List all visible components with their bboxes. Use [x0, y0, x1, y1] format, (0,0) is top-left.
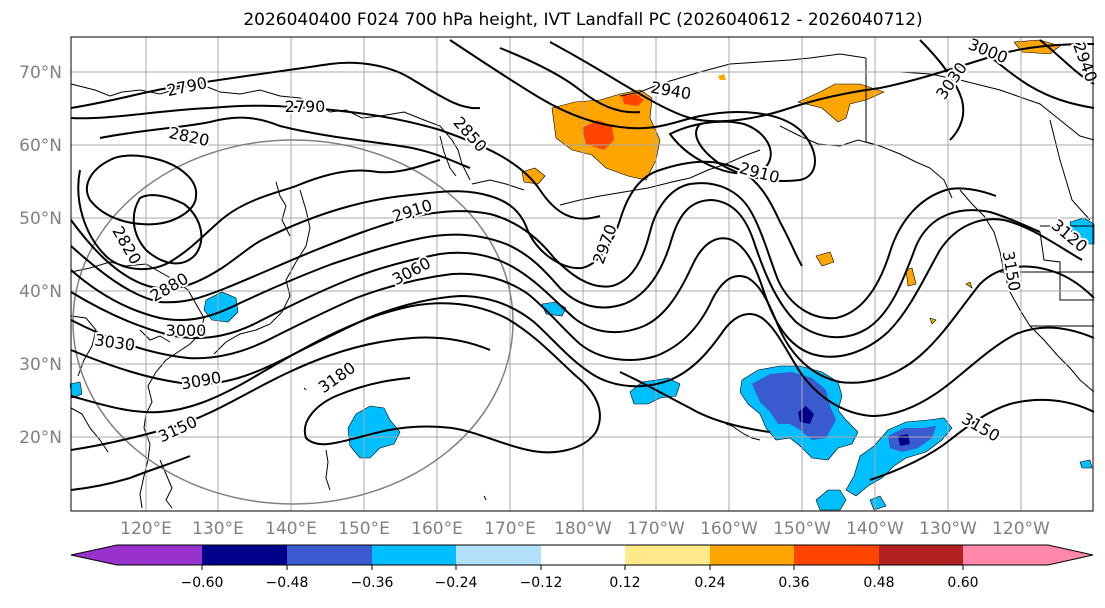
lat-labels: 70°N 60°N 50°N 40°N 30°N 20°N [19, 63, 62, 448]
lon-label: 150°W [773, 519, 831, 539]
lon-label: 130°E [192, 519, 244, 539]
gridlines [71, 37, 1093, 511]
colorbar-segment [625, 545, 710, 565]
lat-label: 40°N [19, 282, 62, 302]
colorbar: −0.60 −0.48 −0.36 −0.24 −0.12 0.12 0.24 … [70, 544, 1094, 591]
colorbar-segment [202, 545, 287, 565]
lat-label: 20°N [19, 428, 62, 448]
colorbar-segment [794, 545, 879, 565]
contour-label: 3000 [166, 321, 207, 340]
negative-anomaly-area [869, 495, 887, 511]
lon-label: 170°W [627, 519, 685, 539]
colorbar-tick-label: −0.12 [520, 575, 563, 591]
colorbar-tick-label: 0.24 [694, 575, 725, 591]
colorbar-segment [117, 545, 202, 565]
negative-anomaly-area [815, 489, 847, 511]
positive-anomaly-area [718, 74, 726, 80]
colorbar-tick-label: 0.48 [863, 575, 894, 591]
colorbar-segment [1048, 545, 1093, 565]
lon-label: 170°E [484, 519, 536, 539]
colorbar-tick-label: −0.48 [266, 575, 309, 591]
lon-label: 120°W [992, 519, 1050, 539]
lon-label: 140°E [265, 519, 317, 539]
figure-title: 2026040400 F024 700 hPa height, IVT Land… [243, 10, 922, 30]
colorbar-segment [963, 545, 1048, 565]
negative-anomaly-area [347, 405, 401, 459]
positive-anomaly-area [521, 167, 546, 185]
colorbar-ticks [201, 565, 964, 570]
negative-anomaly-peak [898, 434, 910, 446]
positive-anomaly-area [905, 267, 917, 287]
lon-label: 140°W [846, 519, 904, 539]
lat-label: 30°N [19, 355, 62, 375]
contour-label: 2790 [285, 97, 326, 116]
colorbar-segment [541, 545, 625, 565]
positive-anomaly-core [622, 94, 644, 106]
lat-label: 50°N [19, 209, 62, 229]
lon-label: 120°E [120, 519, 172, 539]
colorbar-segment [287, 545, 372, 565]
colorbar-tick-label: 0.12 [609, 575, 640, 591]
lon-label: 160°W [700, 519, 758, 539]
negative-anomaly-area [629, 377, 681, 405]
coastlines [70, 53, 1095, 509]
lon-label: 130°W [919, 519, 977, 539]
colorbar-tick-label: −0.24 [435, 575, 478, 591]
colorbar-tick-label: 0.36 [778, 575, 809, 591]
colorbar-segment [879, 545, 963, 565]
positive-anomaly-area [929, 317, 937, 325]
colorbar-segment [71, 545, 117, 565]
lon-label: 180°W [554, 519, 612, 539]
lat-label: 60°N [19, 136, 62, 156]
colorbar-segment [710, 545, 794, 565]
lat-label: 70°N [19, 63, 62, 83]
colorbar-segment [372, 545, 456, 565]
lon-label: 160°E [411, 519, 463, 539]
positive-anomaly-core [582, 120, 614, 150]
negative-anomaly-area [1079, 459, 1093, 469]
lon-labels: 120°E 130°E 140°E 150°E 160°E 170°E 180°… [120, 519, 1050, 539]
colorbar-outline [70, 544, 1094, 566]
colorbar-tick-label: −0.60 [181, 575, 224, 591]
height-contours [70, 39, 1095, 491]
lon-label: 150°E [338, 519, 390, 539]
colorbar-tick-label: 0.60 [947, 575, 978, 591]
colorbar-segment [456, 545, 541, 565]
colorbar-tick-label: −0.36 [351, 575, 394, 591]
map-frame [70, 36, 1094, 512]
positive-anomaly-area [815, 251, 835, 267]
positive-anomaly-area [965, 281, 973, 289]
